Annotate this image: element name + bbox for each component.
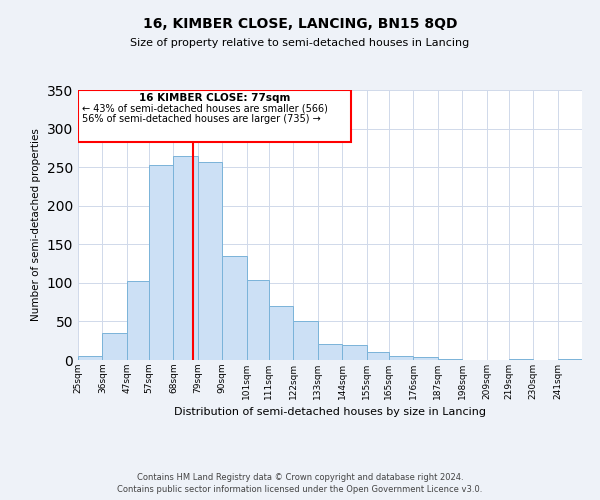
Bar <box>269 306 293 360</box>
Bar <box>78 90 351 142</box>
Bar <box>223 256 247 360</box>
Text: Size of property relative to semi-detached houses in Lancing: Size of property relative to semi-detach… <box>130 38 470 48</box>
Text: ← 43% of semi-detached houses are smaller (566): ← 43% of semi-detached houses are smalle… <box>82 104 328 114</box>
X-axis label: Distribution of semi-detached houses by size in Lancing: Distribution of semi-detached houses by … <box>174 408 486 418</box>
Text: 16, KIMBER CLOSE, LANCING, BN15 8QD: 16, KIMBER CLOSE, LANCING, BN15 8QD <box>143 18 457 32</box>
Bar <box>127 282 149 360</box>
Bar <box>413 357 437 360</box>
Bar <box>173 156 198 360</box>
Bar <box>78 356 103 360</box>
Bar <box>198 162 223 360</box>
Bar <box>557 359 582 360</box>
Bar <box>367 352 389 360</box>
Text: Contains public sector information licensed under the Open Government Licence v3: Contains public sector information licen… <box>118 485 482 494</box>
Text: Contains HM Land Registry data © Crown copyright and database right 2024.: Contains HM Land Registry data © Crown c… <box>137 472 463 482</box>
Text: 56% of semi-detached houses are larger (735) →: 56% of semi-detached houses are larger (… <box>82 114 321 124</box>
Bar <box>509 359 533 360</box>
Y-axis label: Number of semi-detached properties: Number of semi-detached properties <box>31 128 41 322</box>
Bar <box>149 165 173 360</box>
Bar <box>389 356 413 360</box>
Bar <box>293 322 318 360</box>
Bar <box>437 359 462 360</box>
Bar <box>342 346 367 360</box>
Bar <box>318 344 342 360</box>
Text: 16 KIMBER CLOSE: 77sqm: 16 KIMBER CLOSE: 77sqm <box>139 93 290 103</box>
Bar <box>103 333 127 360</box>
Bar <box>247 280 269 360</box>
